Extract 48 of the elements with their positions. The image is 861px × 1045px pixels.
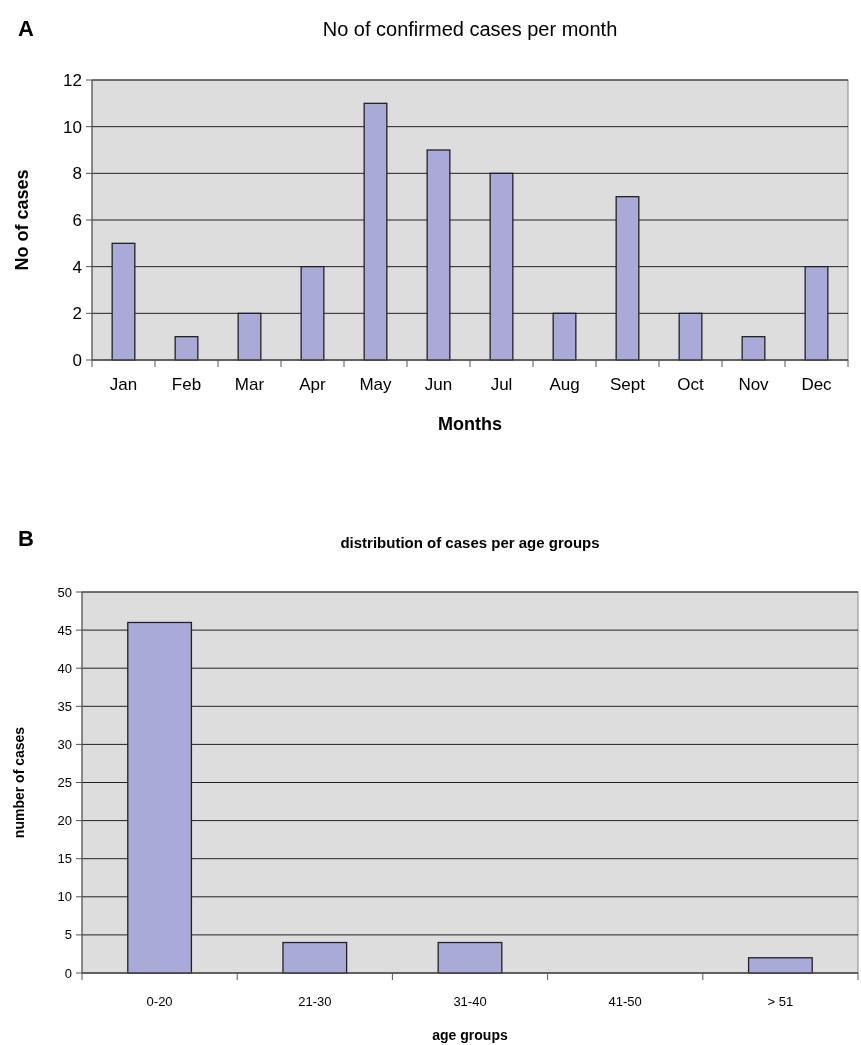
chart-title: No of confirmed cases per month [322,18,618,40]
y-tick-label: 4 [72,257,82,277]
bar [741,336,766,361]
chart-title: distribution of cases per age groups [340,534,600,551]
y-tick-label: 10 [57,889,72,905]
y-axis-title: number of cases [11,726,27,839]
x-tick-label: 41-50 [608,994,642,1009]
x-tick-label: Apr [299,375,327,394]
x-tick-label: > 51 [767,994,794,1009]
y-tick-label: 45 [57,622,72,638]
y-tick-label: 25 [57,775,72,791]
x-tick-label: Jun [424,375,453,394]
y-tick-label: 0 [72,350,82,370]
y-tick-label: 12 [63,70,82,90]
x-tick-label: Jul [490,375,513,394]
y-tick-label: 10 [63,117,82,137]
x-axis-title: age groups [432,1027,508,1043]
y-tick-label: 40 [57,660,72,676]
bar [282,941,348,974]
text: B [18,526,34,551]
y-tick-label: 30 [57,736,72,752]
x-tick-label: Dec [801,375,833,394]
x-tick-label: Aug [549,375,580,394]
x-tick-label: 31-40 [453,994,487,1009]
y-tick-label: 5 [64,927,72,943]
y-tick-label: 6 [72,210,82,230]
bar [747,957,813,974]
x-tick-label: Feb [171,375,202,394]
y-tick-label: 0 [64,965,72,981]
x-tick-label: Mar [234,375,265,394]
x-tick-label: 21-30 [298,994,332,1009]
y-axis-title: No of cases [12,169,32,271]
y-tick-label: 50 [57,584,72,600]
x-tick-label: 0-20 [146,994,173,1009]
y-tick-label: 15 [57,851,72,867]
text: A [18,16,34,41]
x-tick-label: Sept [610,375,646,394]
bar [437,941,503,974]
y-tick-label: 2 [72,304,82,324]
x-tick-label: Oct [677,375,704,394]
x-tick-label: Nov [738,375,770,394]
x-tick-label: Jan [109,375,138,394]
x-tick-label: May [359,375,393,394]
bar [174,336,199,361]
x-axis-title: Months [438,414,502,434]
y-tick-label: 20 [57,813,72,829]
y-tick-label: 35 [57,698,72,714]
y-tick-label: 8 [72,164,82,184]
